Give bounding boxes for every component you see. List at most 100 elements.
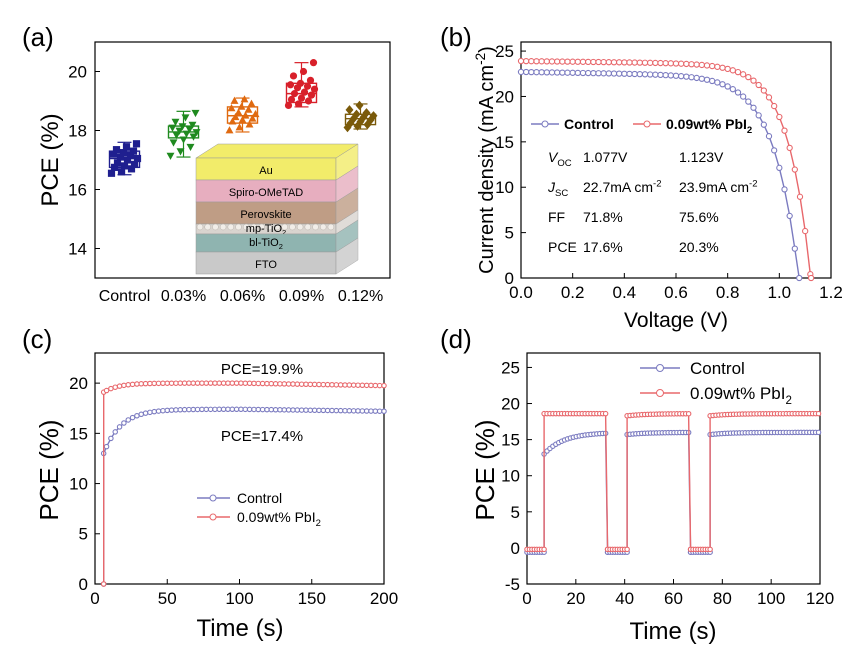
c-series-0-point (264, 406, 270, 413)
a-data-point (244, 105, 253, 113)
b-series-1-point (548, 58, 556, 65)
a-data-point (289, 72, 298, 80)
c-series-0-point (376, 408, 383, 414)
b-series-0-point (662, 71, 669, 79)
b-x-tick-label: 1.0 (768, 283, 792, 302)
b-series-0-point (595, 70, 602, 77)
b-table-param: FF (548, 209, 565, 225)
c-series-0-point (212, 406, 218, 413)
c-series-1-point (199, 380, 205, 386)
a-nanoparticle (196, 223, 204, 231)
d-y-tick-label: 20 (501, 394, 520, 413)
c-series-0-point (324, 407, 331, 414)
c-series-0-point (147, 409, 153, 416)
a-layer-3: mp-TiO2 (195, 209, 359, 237)
b-series-1-point (554, 58, 561, 65)
c-series-1-point (329, 381, 335, 388)
b-x-axis-label: Voltage (V) (624, 309, 728, 332)
b-series-0-point (791, 245, 798, 252)
a-nanoparticle (227, 223, 235, 231)
c-series-1-point (147, 380, 153, 387)
a-data-point (113, 159, 122, 167)
b-series-1-point (585, 58, 592, 66)
c-x-axis-label: Time (s) (196, 615, 283, 642)
d-x-tick-label: 0 (522, 589, 531, 608)
c-series-1-point (285, 381, 292, 387)
c-series-1-point (212, 380, 218, 386)
b-series-1-point (667, 60, 674, 67)
b-series-0-point (559, 69, 566, 76)
panel-label-d: (d) (440, 324, 472, 354)
b-series-0-point (600, 70, 607, 77)
a-data-point (290, 90, 299, 98)
b-series-1-point (631, 59, 638, 66)
b-y-tick-label: 25 (495, 42, 514, 61)
b-y-tick-label: 10 (495, 178, 514, 197)
b-series-1-point (616, 59, 623, 66)
b-series-0-point (786, 212, 793, 220)
d-series-1-point (541, 546, 547, 553)
b-series-0-point (564, 69, 571, 76)
c-series-0-point (199, 406, 205, 413)
a-layer-label: bl-TiO2 (249, 237, 283, 251)
b-series-1-point (734, 68, 742, 76)
b-series-0-point (698, 75, 705, 82)
d-y-tick-label: 0 (511, 539, 520, 558)
b-series-0-point (616, 70, 623, 77)
b-series-0-point (641, 71, 649, 78)
b-series-0-point (734, 89, 742, 96)
a-data-point (172, 132, 181, 140)
c-x-tick-label: 0 (90, 589, 99, 608)
c-series-1-point (164, 380, 171, 386)
a-data-point (182, 130, 191, 138)
a-layer-1: Spiro-OMeTAD (195, 165, 359, 203)
a-data-point (123, 156, 132, 164)
c-series-0-point (303, 407, 309, 413)
b-series-0-point (729, 86, 736, 93)
c-series-0-point (233, 406, 240, 413)
a-data-point (110, 163, 119, 171)
b-series-0-point (740, 93, 747, 100)
b-series-0-point (683, 73, 690, 80)
b-series-1-point (533, 58, 540, 65)
c-series-0-point (246, 406, 253, 413)
b-series-0-point (636, 70, 643, 78)
d-x-axis-label: Time (s) (629, 618, 716, 645)
b-legend-marker (541, 120, 549, 128)
a-y-tick-label: 20 (68, 63, 87, 82)
b-series-0-point (590, 69, 597, 77)
b-series-0-point (719, 81, 726, 88)
b-series-0-point (621, 70, 628, 77)
c-series-0-point (116, 424, 123, 430)
c-series-1-point (229, 380, 236, 386)
c-series-0-point (346, 408, 353, 414)
b-series-1-point (538, 58, 545, 65)
a-nanoparticle (219, 223, 227, 231)
c-series-1-point (303, 381, 309, 388)
d-series-1-point (624, 546, 630, 553)
c-series-1-point (151, 380, 157, 387)
c-series-0-point (290, 407, 296, 413)
c-series-1-point (103, 387, 110, 394)
a-data-point (166, 152, 175, 160)
c-series-0-point (368, 408, 374, 414)
panel-b-jv-curve: 0.0 0.2 0.4 0.6 0.8 1.0 1.2 0 5 10 15 20 25 Voltage (… (473, 41, 843, 332)
c-series-0-point (285, 407, 292, 413)
b-series-0-point (714, 79, 721, 86)
d-legend-label: Control (690, 359, 745, 378)
b-table-control: 1.077V (583, 149, 628, 165)
b-series-1-point (569, 58, 576, 65)
c-legend-label: Control (237, 490, 282, 506)
b-table-control: 71.8% (583, 209, 623, 225)
c-series-1-point (350, 382, 357, 388)
b-x-tick-label: 0.8 (716, 283, 740, 302)
a-layer-2: Perovskite (195, 187, 359, 225)
c-series-1-point (346, 382, 353, 388)
a-data-point (297, 94, 306, 102)
c-series-1-point (359, 382, 366, 389)
b-series-1-point (600, 58, 607, 66)
b-table-treated: 20.3% (679, 239, 719, 255)
c-series-1-point (255, 380, 262, 387)
b-y-axis-label: Current density (mA cm-2) (473, 46, 498, 274)
